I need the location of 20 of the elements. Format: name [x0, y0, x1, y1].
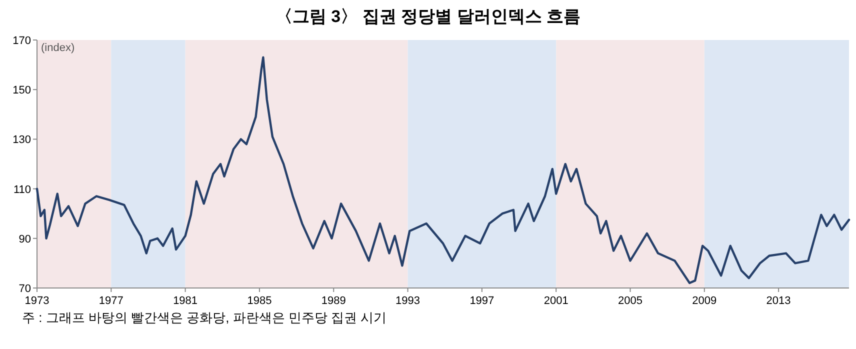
y-tick-label: 130: [12, 134, 31, 146]
y-tick-label: 170: [12, 35, 31, 47]
x-tick-label: 2005: [618, 295, 642, 307]
y-tick-label: 150: [12, 84, 31, 97]
y-tick-label: 90: [18, 233, 31, 246]
x-tick-label: 1977: [98, 295, 124, 307]
x-tick-label: 1993: [396, 295, 420, 307]
x-tick-label: 2001: [544, 295, 568, 307]
text: 주 : 그래프 바탕의 빨간색은 공화당, 파란색은 민주당 집권 시기: [22, 310, 387, 325]
chart-title: 〈그림 3〉 집권 정당별 달러인덱스 흐름: [275, 7, 581, 26]
x-tick-label: 2013: [766, 295, 791, 307]
x-tick-label: 1981: [173, 295, 198, 307]
y-axis-title: (index): [41, 42, 75, 54]
x-tick-label: 1989: [321, 295, 346, 307]
y-tick-label: 70: [18, 283, 31, 295]
x-tick-label: 1997: [470, 295, 494, 307]
x-tick-label: 1985: [247, 295, 272, 307]
y-tick-label: 110: [13, 184, 31, 196]
x-tick-label: 2009: [692, 295, 717, 307]
x-tick-label: 1973: [24, 295, 50, 307]
